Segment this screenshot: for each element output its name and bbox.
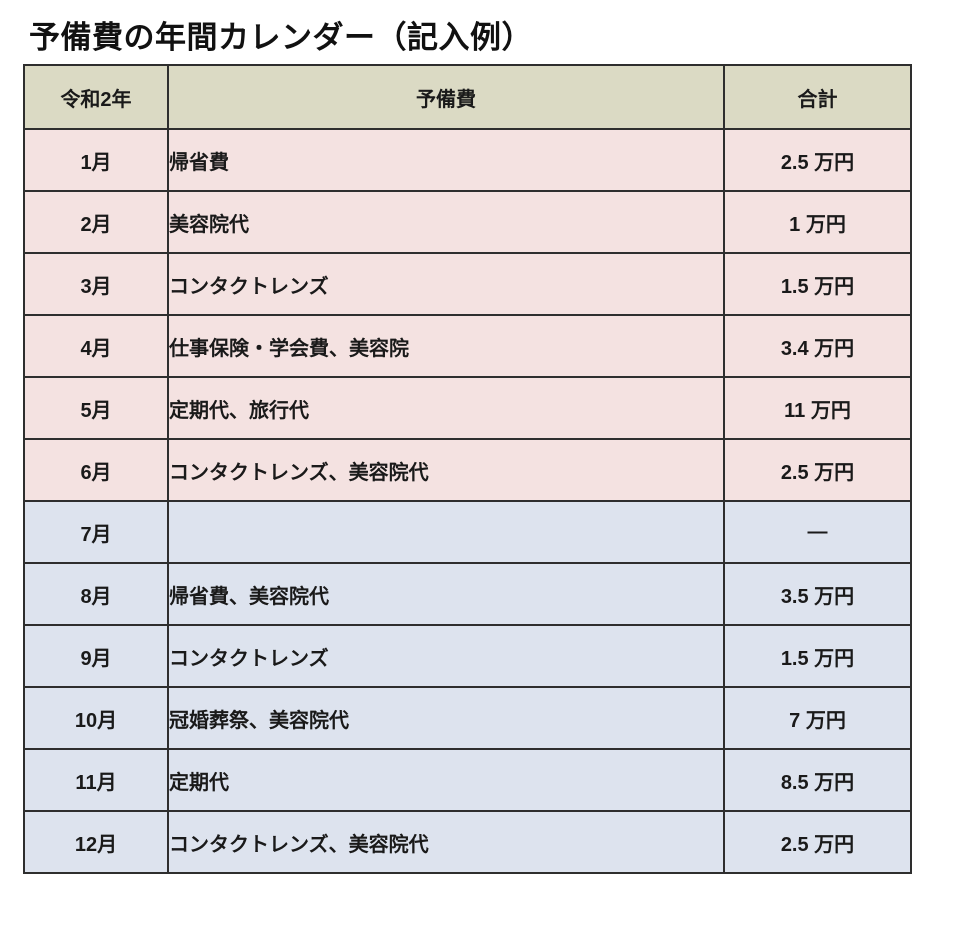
month-cell: 3月 bbox=[23, 252, 169, 316]
total-cell: 2.5 万円 bbox=[723, 438, 912, 502]
item-cell bbox=[167, 500, 725, 564]
month-cell: 7月 bbox=[23, 500, 169, 564]
table-row: 9月 コンタクトレンズ 1.5 万円 bbox=[23, 624, 912, 688]
total-cell: 3.5 万円 bbox=[723, 562, 912, 626]
total-cell: 1.5 万円 bbox=[723, 252, 912, 316]
total-cell: 7 万円 bbox=[723, 686, 912, 750]
total-cell: 11 万円 bbox=[723, 376, 912, 440]
month-cell: 1月 bbox=[23, 128, 169, 192]
month-cell: 8月 bbox=[23, 562, 169, 626]
table-row: 8月 帰省費、美容院代 3.5 万円 bbox=[23, 562, 912, 626]
item-cell: 定期代、旅行代 bbox=[167, 376, 725, 440]
total-cell: 2.5 万円 bbox=[723, 128, 912, 192]
header-row: 令和2年 予備費 合計 bbox=[23, 64, 912, 130]
table-row: 6月 コンタクトレンズ、美容院代 2.5 万円 bbox=[23, 438, 912, 502]
table-row: 11月 定期代 8.5 万円 bbox=[23, 748, 912, 812]
month-cell: 6月 bbox=[23, 438, 169, 502]
total-cell: 3.4 万円 bbox=[723, 314, 912, 378]
table-row: 12月 コンタクトレンズ、美容院代 2.5 万円 bbox=[23, 810, 912, 874]
header-item: 予備費 bbox=[167, 64, 725, 130]
table-row: 2月 美容院代 1 万円 bbox=[23, 190, 912, 254]
table-body: 1月 帰省費 2.5 万円 2月 美容院代 1 万円 3月 コンタクトレンズ 1… bbox=[23, 128, 912, 874]
reserve-fund-table: 令和2年 予備費 合計 1月 帰省費 2.5 万円 2月 美容院代 1 万円 3… bbox=[23, 64, 912, 874]
item-cell: 美容院代 bbox=[167, 190, 725, 254]
header-year: 令和2年 bbox=[23, 64, 169, 130]
month-cell: 11月 bbox=[23, 748, 169, 812]
total-cell: 1 万円 bbox=[723, 190, 912, 254]
table-row: 4月 仕事保険・学会費、美容院 3.4 万円 bbox=[23, 314, 912, 378]
item-cell: 定期代 bbox=[167, 748, 725, 812]
page-title: 予備費の年間カレンダー（記入例） bbox=[29, 20, 533, 55]
item-cell: 帰省費、美容院代 bbox=[167, 562, 725, 626]
total-cell: 8.5 万円 bbox=[723, 748, 912, 812]
month-cell: 2月 bbox=[23, 190, 169, 254]
header-total: 合計 bbox=[723, 64, 912, 130]
month-cell: 4月 bbox=[23, 314, 169, 378]
table-header: 令和2年 予備費 合計 bbox=[23, 64, 912, 130]
item-cell: コンタクトレンズ、美容院代 bbox=[167, 810, 725, 874]
table-row: 1月 帰省費 2.5 万円 bbox=[23, 128, 912, 192]
item-cell: コンタクトレンズ、美容院代 bbox=[167, 438, 725, 502]
total-cell: 1.5 万円 bbox=[723, 624, 912, 688]
table-row: 3月 コンタクトレンズ 1.5 万円 bbox=[23, 252, 912, 316]
total-cell: — bbox=[723, 500, 912, 564]
month-cell: 5月 bbox=[23, 376, 169, 440]
month-cell: 12月 bbox=[23, 810, 169, 874]
month-cell: 10月 bbox=[23, 686, 169, 750]
table-row: 7月 — bbox=[23, 500, 912, 564]
table-row: 5月 定期代、旅行代 11 万円 bbox=[23, 376, 912, 440]
item-cell: 帰省費 bbox=[167, 128, 725, 192]
table-row: 10月 冠婚葬祭、美容院代 7 万円 bbox=[23, 686, 912, 750]
item-cell: 冠婚葬祭、美容院代 bbox=[167, 686, 725, 750]
item-cell: コンタクトレンズ bbox=[167, 624, 725, 688]
item-cell: コンタクトレンズ bbox=[167, 252, 725, 316]
total-cell: 2.5 万円 bbox=[723, 810, 912, 874]
month-cell: 9月 bbox=[23, 624, 169, 688]
item-cell: 仕事保険・学会費、美容院 bbox=[167, 314, 725, 378]
